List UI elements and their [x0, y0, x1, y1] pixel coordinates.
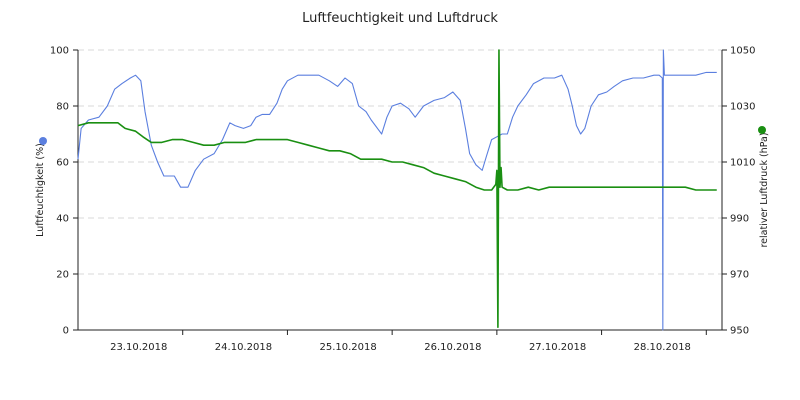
y-axis-right-label: relativer Luftdruck (hPa) — [759, 132, 770, 247]
x-tick-label: 27.10.2018 — [529, 342, 586, 353]
humidity-series-line — [77, 49, 717, 331]
y-left-tick-label: 100 — [50, 46, 69, 57]
x-tick-label: 28.10.2018 — [634, 342, 691, 353]
axis-labels: Luftfeuchtigkeit (%) relativer Luftdruck… — [35, 132, 770, 247]
y-left-tick-label: 40 — [56, 214, 69, 225]
x-tick-label: 24.10.2018 — [215, 342, 272, 353]
y-right-tick-label: 990 — [730, 214, 749, 225]
y-right-tick-label: 1030 — [730, 102, 755, 113]
y-left-tick-label: 80 — [56, 102, 69, 113]
y-right-tick-label: 950 — [730, 326, 749, 337]
x-tick-label: 23.10.2018 — [110, 342, 167, 353]
y-left-tick-label: 0 — [63, 326, 69, 337]
axes: 0 20 40 60 80 100 950 970 990 1010 1030 1050 23.10.2… — [50, 46, 756, 354]
humidity-series-marker — [39, 137, 47, 145]
x-tick-label: 26.10.2018 — [424, 342, 481, 353]
pressure-series-marker — [758, 126, 766, 134]
y-right-tick-label: 970 — [730, 270, 749, 281]
chart-title: Luftfeuchtigkeit und Luftdruck — [302, 11, 498, 26]
x-tick-label: 25.10.2018 — [320, 342, 377, 353]
y-left-tick-label: 20 — [56, 270, 69, 281]
y-left-tick-label: 60 — [56, 158, 69, 169]
y-axis-left-label: Luftfeuchtigkeit (%) — [35, 143, 46, 237]
y-right-tick-label: 1050 — [730, 46, 755, 57]
series-lines — [77, 49, 717, 331]
y-right-tick-label: 1010 — [730, 158, 755, 169]
pressure-series-line — [77, 49, 717, 328]
